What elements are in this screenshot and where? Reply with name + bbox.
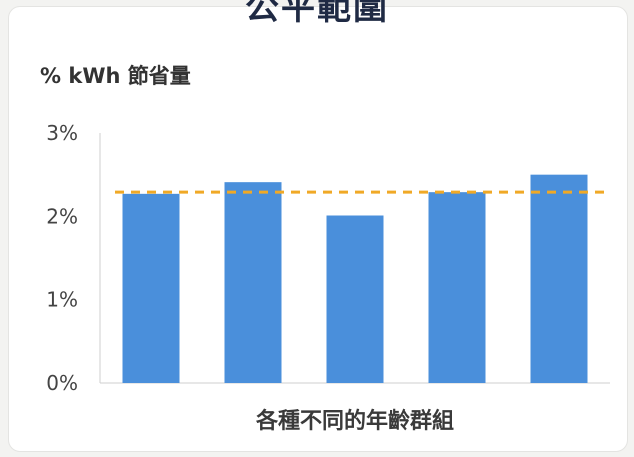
y-tick-label: 3%: [46, 121, 78, 145]
y-tick-label: 2%: [46, 204, 78, 228]
bar: [224, 182, 282, 383]
chart-card: [8, 6, 628, 452]
bar: [428, 192, 486, 383]
bar: [530, 174, 588, 383]
chart-title: 公平範圍: [245, 0, 389, 28]
y-axis-label: % kWh 節省量: [40, 64, 191, 88]
bar: [326, 215, 384, 383]
y-tick-label: 1%: [46, 288, 78, 312]
bar: [122, 193, 180, 383]
y-tick-label: 0%: [46, 371, 78, 395]
x-axis-label: 各種不同的年齡群組: [255, 408, 454, 434]
